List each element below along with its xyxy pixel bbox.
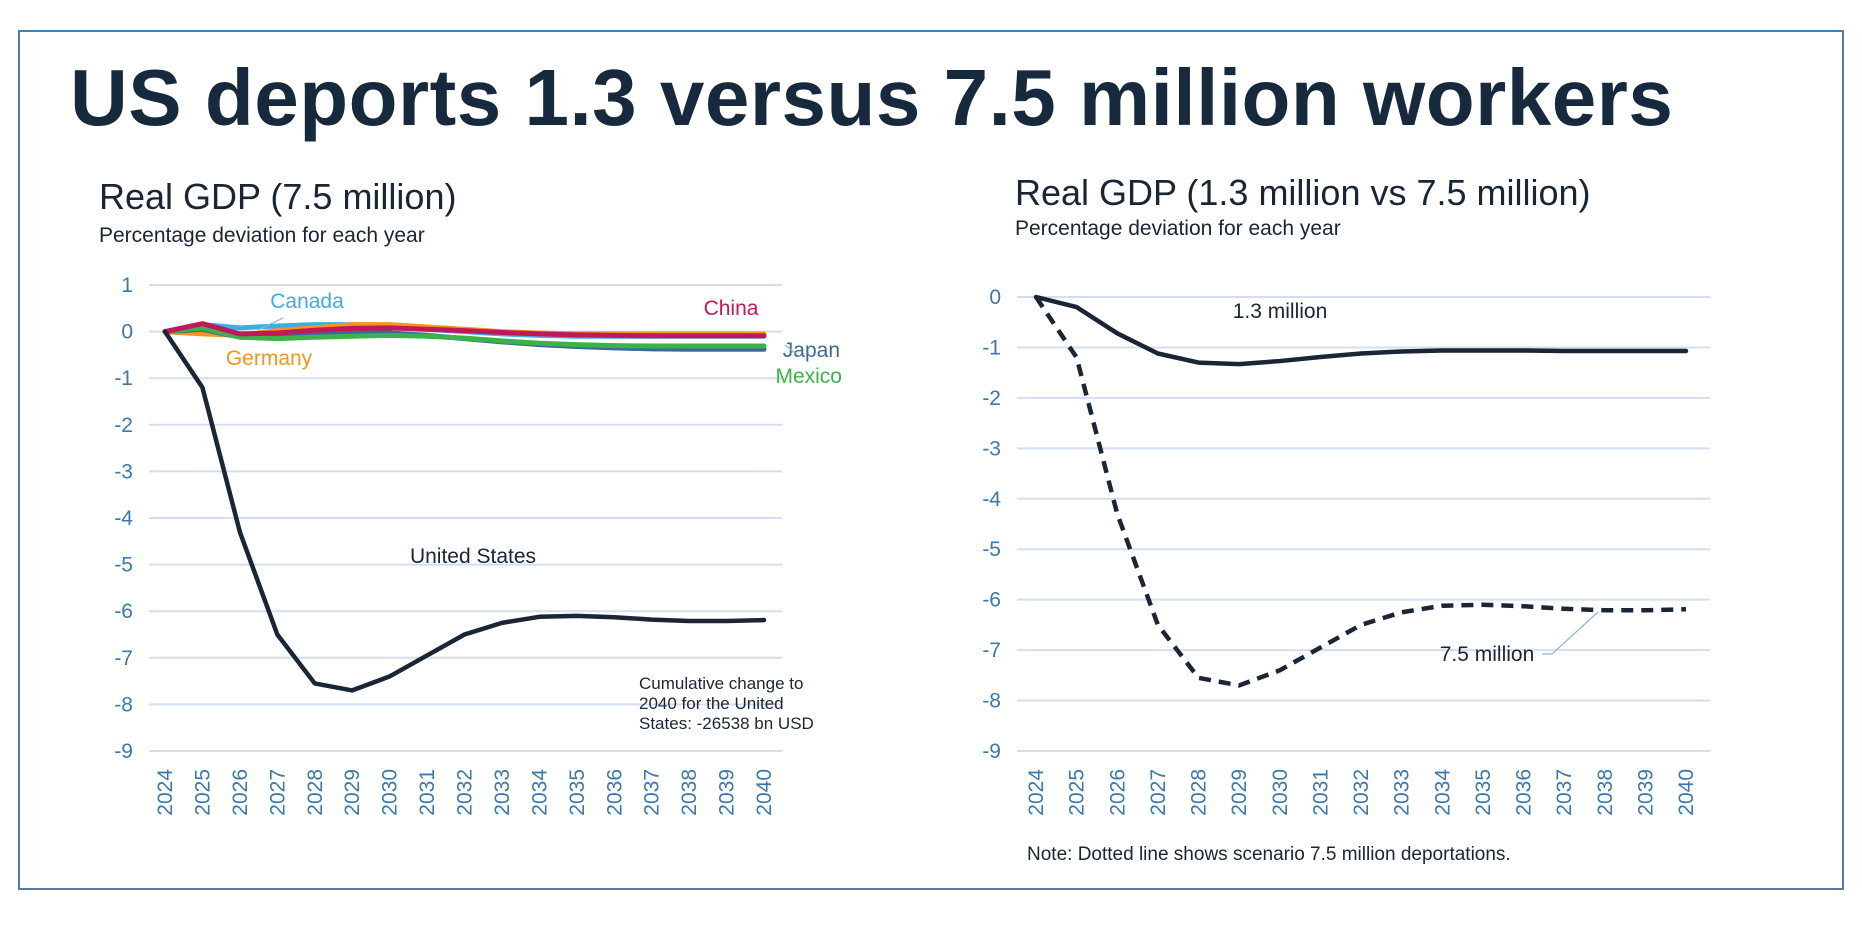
x-tick-label: 2028 [1188,769,1211,816]
frame-border [18,30,1844,890]
x-tick-label: 2034 [528,769,551,816]
x-tick-label: 2028 [304,769,327,816]
series-label-japan: Japan [783,339,840,362]
y-tick-label: -8 [982,690,1001,713]
series-label-germany: Germany [226,347,313,370]
x-tick-label: 2037 [641,769,664,816]
7-5-million-leader-line [1542,611,1599,655]
x-tick-label: 2027 [1147,769,1170,816]
y-tick-label: -3 [982,437,1001,460]
right-chart-subtitle: Percentage deviation for each year [1015,217,1341,240]
y-tick-label: 1 [121,274,133,297]
y-tick-label: -1 [982,336,1001,359]
page-title: US deports 1.3 versus 7.5 million worker… [70,53,1674,142]
y-tick-label: -9 [982,740,1001,763]
series-line-china [162,321,767,339]
series-line-mexico [162,325,767,349]
series-line-united-states [162,329,767,693]
x-tick-label: 2038 [1594,769,1617,816]
series-label-canada: Canada [270,290,344,313]
y-tick-label: -5 [982,538,1001,561]
y-tick-label: -9 [114,740,133,763]
x-tick-label: 2035 [1472,769,1495,816]
x-tick-label: 2025 [1066,769,1089,816]
x-tick-label: 2037 [1553,769,1576,816]
right-chart-note: Note: Dotted line shows scenario 7.5 mil… [1027,844,1511,865]
x-tick-label: 2032 [454,769,477,816]
x-tick-label: 2029 [341,769,364,816]
y-tick-label: -2 [982,387,1001,410]
x-tick-label: 2039 [716,769,739,816]
series-label-7-5-million: 7.5 million [1440,643,1535,666]
y-tick-label: -1 [114,367,133,390]
x-tick-label: 2026 [229,769,252,816]
x-tick-label: 2031 [416,769,439,816]
x-tick-label: 2031 [1309,769,1332,816]
y-tick-label: 0 [121,321,133,344]
x-tick-label: 2035 [566,769,589,816]
x-tick-label: 2030 [1269,769,1292,816]
y-tick-label: 0 [989,286,1001,309]
series-label-mexico: Mexico [775,365,842,388]
x-tick-label: 2036 [1513,769,1536,816]
right-chart-title: Real GDP (1.3 million vs 7.5 million) [1015,172,1591,213]
y-tick-label: -7 [114,647,133,670]
series-line-1-3-million [1033,294,1689,367]
series-label-1-3-million: 1.3 million [1233,300,1328,323]
y-tick-label: -4 [114,507,133,530]
series-label-china: China [704,297,759,320]
x-tick-label: 2040 [1675,769,1698,816]
left-chart-subtitle: Percentage deviation for each year [99,224,425,247]
x-tick-label: 2040 [753,769,776,816]
x-tick-label: 2039 [1634,769,1657,816]
y-tick-label: -6 [114,600,133,623]
y-tick-label: -7 [982,639,1001,662]
cumulative-annotation: Cumulative change to [639,674,803,693]
y-tick-label: -5 [114,554,133,577]
y-tick-label: -3 [114,460,133,483]
x-tick-label: 2030 [379,769,402,816]
x-tick-label: 2033 [491,769,514,816]
y-tick-label: -2 [114,414,133,437]
x-tick-label: 2026 [1106,769,1129,816]
left-chart-title: Real GDP (7.5 million) [99,176,457,217]
x-tick-label: 2038 [678,769,701,816]
x-tick-label: 2032 [1350,769,1373,816]
x-tick-label: 2027 [266,769,289,816]
series-label-united-states: United States [410,545,536,568]
x-tick-label: 2024 [1025,769,1048,816]
x-tick-label: 2029 [1228,769,1251,816]
canada-leader-line [257,317,284,331]
x-tick-label: 2033 [1391,769,1414,816]
y-tick-label: -8 [114,693,133,716]
cumulative-annotation: 2040 for the United [639,694,784,713]
cumulative-annotation: States: -26538 bn USD [639,714,814,733]
x-tick-label: 2025 [191,769,214,816]
japan-leader-line [784,344,801,358]
x-tick-label: 2036 [603,769,626,816]
x-tick-label: 2024 [154,769,177,816]
y-tick-label: -4 [982,488,1001,511]
y-tick-label: -6 [982,589,1001,612]
x-tick-label: 2034 [1431,769,1454,816]
